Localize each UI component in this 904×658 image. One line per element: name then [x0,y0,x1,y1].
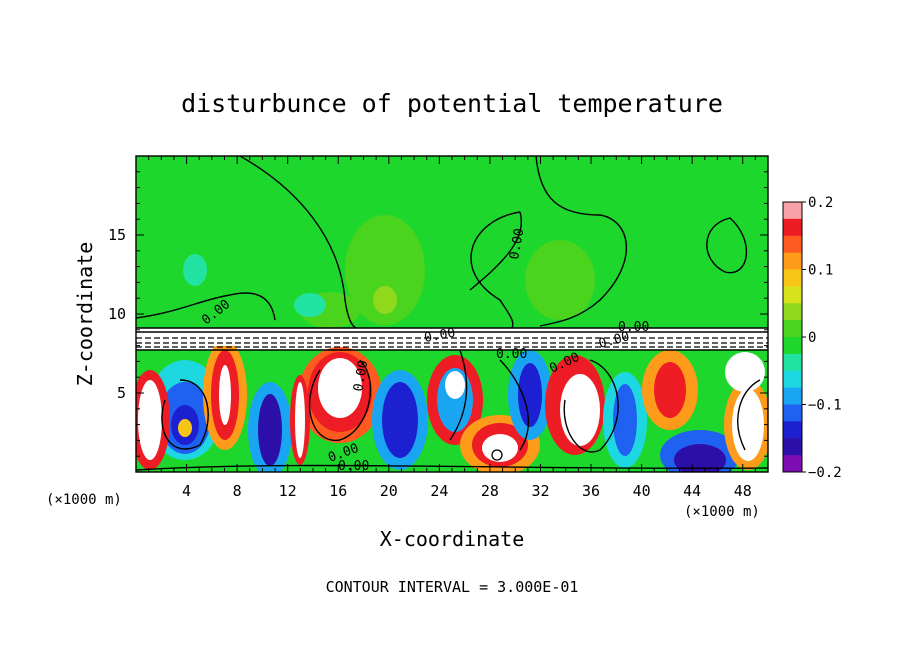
eddy [382,382,418,458]
x-tick-label: 32 [531,482,549,500]
x-tick-label: 20 [380,482,398,500]
colorbar-swatch [783,202,802,220]
contour-ring [491,449,503,461]
contour-label: 0.00 [423,326,456,346]
x-unit-left: (×1000 m) [46,492,122,508]
eddy [725,352,765,392]
eddy [674,444,726,472]
colorbar-swatch [783,337,802,355]
cool-patch [183,254,207,286]
colorbar-swatch [783,218,802,237]
warm-patch [373,286,397,314]
eddy [560,374,600,446]
colorbar-tick-label: −0.2 [808,465,842,481]
eddy [613,384,637,456]
colorbar: 0.2 0.1 0 −0.1 −0.2 [782,195,842,481]
y-tick-label: 15 [108,226,126,244]
colorbar-swatch [783,286,802,304]
colorbar-swatch [783,387,802,405]
eddy [732,389,764,461]
contour-interval-note: CONTOUR INTERVAL = 3.000E-01 [326,578,579,596]
colorbar-tick-label: −0.1 [808,398,842,414]
y-tick-label: 10 [108,305,126,323]
colorbar-tick-label: 0.2 [808,195,833,211]
colorbar-swatch [783,320,802,338]
colorbar-swatch [783,455,802,473]
plot-area: 0.00 0.00 0.00 0.00 0.00 0.00 0.00 0.00 … [136,156,768,474]
x-tick-label: 40 [633,482,651,500]
upper-field [136,156,768,328]
y-axis-label: Z-coordinate [73,242,97,387]
eddy [219,365,231,425]
contour-lines [136,156,768,471]
x-tick-label: 48 [734,482,752,500]
y-tick-label: 5 [117,384,126,402]
colorbar-tick-label: 0 [808,330,816,346]
cool-patch [294,293,326,317]
contour-label: 0.00 [351,359,371,392]
x-tick-label: 16 [329,482,347,500]
eddy [318,358,362,418]
eddy [518,363,542,427]
warm-patch [525,240,595,320]
warm-patch [345,215,425,325]
contour-label: 0.00 [338,459,369,474]
eddy [445,371,465,399]
colorbar-swatch [783,269,802,287]
x-tick-label: 12 [279,482,297,500]
eddy [482,434,518,462]
colorbar-swatch [783,235,802,254]
x-tick-label: 4 [182,482,191,500]
colorbar-swatch [783,252,802,270]
x-axis-label: X-coordinate [380,527,525,551]
contour-label: 0.00 [618,320,649,335]
colorbar-swatch [783,438,802,456]
x-unit-right: (×1000 m) [684,504,760,520]
x-tick-label: 24 [430,482,448,500]
x-tick-label: 8 [233,482,242,500]
x-tick-label: 44 [683,482,701,500]
x-axis: 4 8 12 16 20 24 28 32 36 40 44 48 [148,156,756,500]
colorbar-swatch [783,370,802,389]
colorbar-swatch [783,421,802,439]
colorbar-swatch [783,353,802,372]
colorbar-tick-label: 0.1 [808,263,833,279]
y-axis: 5 10 15 [108,171,768,457]
eddy [654,362,686,418]
chart-title: disturbunce of potential temperature [181,89,723,118]
colorbar-swatch [783,303,802,321]
x-tick-label: 36 [582,482,600,500]
eddy [138,380,162,460]
eddy [295,382,305,458]
contour-label: 0.00 [496,347,527,362]
contour-dashed [136,337,768,348]
eddy [258,394,282,466]
colorbar-swatch [783,404,802,422]
boundary-band [136,328,768,350]
eddy [178,419,192,437]
contour-label: 0.00 [507,227,527,260]
x-tick-label: 28 [481,482,499,500]
